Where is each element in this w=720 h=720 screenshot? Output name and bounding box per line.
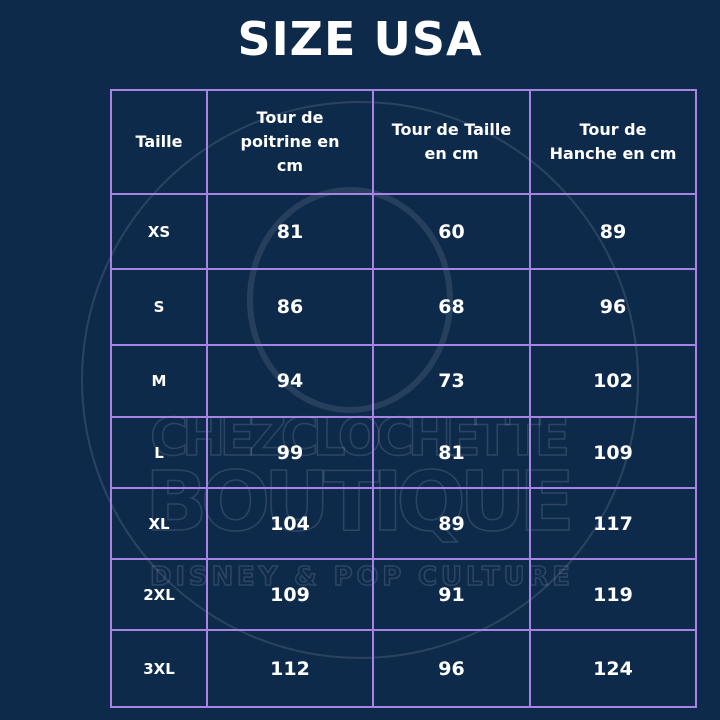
- chest-cell: 99: [206, 416, 374, 489]
- hip-cell: 119: [529, 558, 697, 631]
- table-row: 2XL 109 91 119: [110, 558, 697, 631]
- hip-cell: 109: [529, 416, 697, 489]
- chest-cell: 94: [206, 344, 374, 418]
- waist-cell: 91: [372, 558, 531, 631]
- chest-cell: 104: [206, 487, 374, 560]
- size-cell: XL: [110, 487, 208, 560]
- waist-cell: 89: [372, 487, 531, 560]
- size-cell: M: [110, 344, 208, 418]
- header-chest: Tour de poitrine en cm: [206, 89, 374, 195]
- size-cell: 2XL: [110, 558, 208, 631]
- hip-cell: 89: [529, 193, 697, 270]
- table-row: L 99 81 109: [110, 416, 697, 489]
- table-row: XL 104 89 117: [110, 487, 697, 560]
- size-table: Taille Tour de poitrine en cm Tour de Ta…: [110, 89, 697, 708]
- page-title: SIZE USA: [237, 12, 483, 66]
- size-cell: XS: [110, 193, 208, 270]
- header-waist: Tour de Taille en cm: [372, 89, 531, 195]
- waist-cell: 60: [372, 193, 531, 270]
- waist-cell: 96: [372, 629, 531, 708]
- header-hip: Tour de Hanche en cm: [529, 89, 697, 195]
- header-size: Taille: [110, 89, 208, 195]
- waist-cell: 68: [372, 268, 531, 346]
- waist-cell: 73: [372, 344, 531, 418]
- table-row: S 86 68 96: [110, 268, 697, 346]
- table-row: M 94 73 102: [110, 344, 697, 418]
- table-row: XS 81 60 89: [110, 193, 697, 270]
- chest-cell: 109: [206, 558, 374, 631]
- hip-cell: 102: [529, 344, 697, 418]
- chest-cell: 86: [206, 268, 374, 346]
- waist-cell: 81: [372, 416, 531, 489]
- hip-cell: 124: [529, 629, 697, 708]
- hip-cell: 117: [529, 487, 697, 560]
- chest-cell: 112: [206, 629, 374, 708]
- size-cell: L: [110, 416, 208, 489]
- size-cell: S: [110, 268, 208, 346]
- table-row: 3XL 112 96 124: [110, 629, 697, 708]
- size-cell: 3XL: [110, 629, 208, 708]
- hip-cell: 96: [529, 268, 697, 346]
- table-header-row: Taille Tour de poitrine en cm Tour de Ta…: [110, 89, 697, 195]
- chest-cell: 81: [206, 193, 374, 270]
